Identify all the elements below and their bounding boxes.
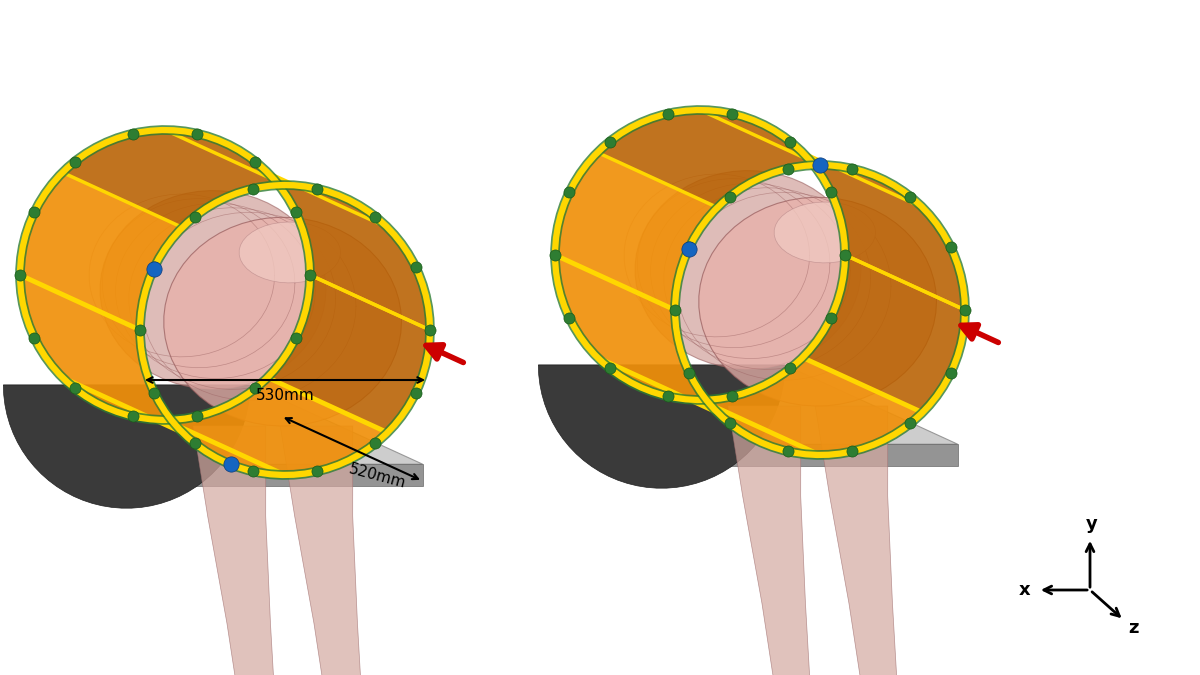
Text: y: y: [1086, 515, 1098, 533]
Polygon shape: [164, 377, 388, 475]
Polygon shape: [62, 130, 286, 227]
Polygon shape: [193, 426, 276, 675]
Polygon shape: [20, 275, 182, 433]
Polygon shape: [698, 197, 936, 406]
Polygon shape: [281, 426, 362, 675]
Text: x: x: [1019, 581, 1031, 599]
Polygon shape: [4, 385, 250, 508]
Polygon shape: [268, 173, 430, 330]
Polygon shape: [803, 153, 965, 310]
Polygon shape: [700, 358, 923, 455]
Polygon shape: [164, 217, 402, 426]
Polygon shape: [176, 464, 422, 486]
Polygon shape: [554, 255, 718, 412]
Polygon shape: [554, 153, 718, 310]
Polygon shape: [635, 171, 860, 369]
Polygon shape: [101, 190, 326, 389]
Polygon shape: [803, 255, 965, 412]
Polygon shape: [774, 202, 876, 263]
Polygon shape: [815, 406, 898, 675]
Polygon shape: [62, 377, 286, 475]
Text: 530mm: 530mm: [256, 389, 314, 404]
Text: z: z: [1128, 619, 1139, 637]
Polygon shape: [166, 130, 388, 227]
Polygon shape: [728, 406, 811, 675]
Polygon shape: [239, 222, 341, 283]
Polygon shape: [4, 385, 422, 464]
Polygon shape: [20, 173, 182, 330]
Polygon shape: [598, 358, 820, 455]
Polygon shape: [539, 365, 958, 444]
Polygon shape: [712, 444, 958, 466]
Polygon shape: [268, 275, 430, 433]
Text: 520mm: 520mm: [347, 462, 407, 491]
Polygon shape: [700, 110, 923, 207]
Polygon shape: [598, 110, 820, 207]
Polygon shape: [539, 365, 785, 488]
